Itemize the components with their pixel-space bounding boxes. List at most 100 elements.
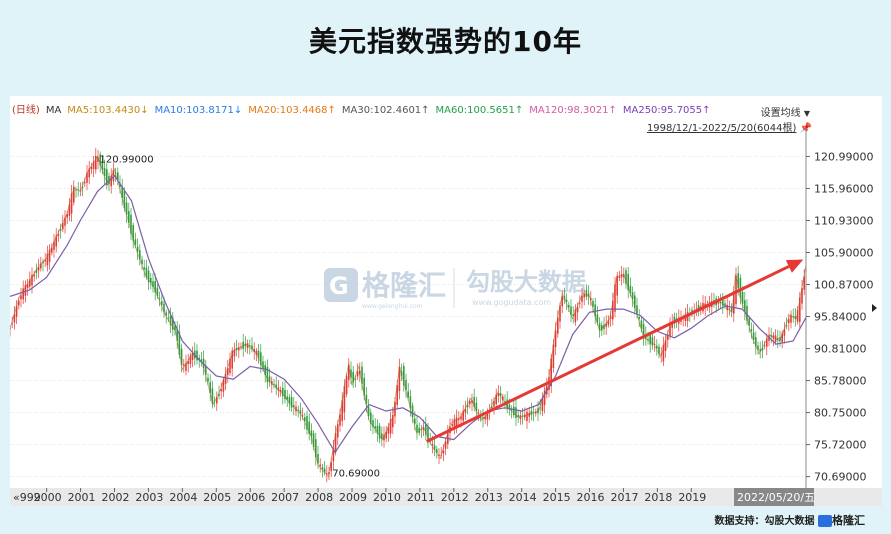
candle-body [301, 415, 304, 417]
candle-body [95, 156, 97, 170]
candle-body [29, 279, 31, 287]
candle-body [341, 400, 343, 421]
candle-body [33, 274, 35, 277]
candle-body [539, 407, 541, 409]
ma-settings-dropdown[interactable]: 设置均线 ▼ [761, 104, 810, 119]
candle-body [658, 346, 660, 355]
candle-body [257, 350, 260, 359]
candle-body [376, 425, 379, 434]
candle-body [304, 417, 306, 422]
candle-body [581, 295, 583, 302]
candle-body [174, 325, 176, 331]
price-chart[interactable]: G 格隆汇 www.gelonghui.com 勾股大数据 www.goguda… [10, 96, 882, 506]
candle-body [222, 379, 225, 392]
candle-body [411, 405, 414, 418]
candle-body [277, 387, 280, 391]
watermark: G 格隆汇 www.gelonghui.com 勾股大数据 www.goguda… [324, 268, 586, 310]
candle-body [378, 425, 381, 439]
chart-panel: (日线) MA MA5:103.4430↓ MA10:103.8171↓ MA20:10… [10, 96, 882, 506]
candle-body [620, 274, 623, 278]
candle-body [499, 392, 502, 396]
x-tick-label: 2013 [475, 491, 503, 504]
candle-body [755, 337, 757, 347]
candle-body [339, 414, 341, 426]
candle-body [13, 314, 16, 323]
x-tick-label: 2014 [509, 491, 537, 504]
candle-body [97, 156, 99, 162]
x-cursor-box [734, 488, 814, 506]
candle-body [70, 193, 73, 214]
candle-body [75, 189, 77, 191]
candle-body [365, 394, 368, 405]
candle-body [515, 407, 517, 419]
candle-body [216, 397, 218, 404]
candle-body [57, 234, 60, 237]
candle-body [541, 397, 544, 412]
x-tick-label: 2002 [102, 491, 130, 504]
candle-body [662, 344, 665, 362]
candle-body [128, 210, 130, 223]
candle-body [422, 427, 425, 431]
candle-body [356, 370, 359, 377]
y-tick-label: 85.78000 [814, 375, 867, 388]
candle-body [436, 449, 438, 454]
candle-body [649, 335, 651, 345]
candle-body [42, 261, 44, 264]
ma-period-label[interactable]: (日线) [12, 105, 40, 116]
candle-body [165, 312, 167, 316]
ma-label: MA [45, 105, 62, 116]
ma120-value: MA120:98.3021↑ [529, 105, 617, 116]
candle-body [227, 367, 229, 376]
candle-body [345, 375, 348, 395]
candle-body [510, 409, 513, 411]
candle-body [141, 259, 143, 265]
candle-body [469, 400, 471, 405]
candle-body [594, 304, 596, 317]
candle-body [343, 386, 346, 413]
candle-body [757, 345, 759, 350]
candle-body [205, 365, 207, 375]
y-tick-label: 105.90000 [814, 246, 874, 259]
candle-body [200, 359, 203, 362]
candle-body [777, 337, 779, 340]
candle-body [728, 308, 731, 310]
annotations: 120.99000 70.69000 [100, 154, 804, 480]
candle-body [420, 429, 423, 430]
x-tick-label: 2003 [135, 491, 163, 504]
candle-body [612, 300, 614, 320]
candle-body [526, 411, 528, 421]
candle-body [55, 235, 57, 247]
candle-body [601, 325, 603, 331]
candle-body [748, 318, 750, 326]
candle-body [431, 444, 434, 446]
candle-body [381, 433, 383, 440]
candle-body [251, 345, 253, 350]
y-tick-label: 80.75000 [814, 407, 867, 420]
trend-arrow-head-icon [785, 259, 804, 273]
candle-body [18, 300, 20, 306]
footer-logo-icon [818, 515, 832, 527]
candle-body [123, 191, 126, 209]
candle-body [629, 285, 632, 294]
watermark-logo-letter: G [329, 272, 349, 300]
candle-body [246, 343, 249, 349]
y-tick-label: 120.99000 [814, 150, 874, 163]
candle-body [466, 404, 469, 408]
candle-body [387, 426, 390, 434]
ma-legend-bar: (日线) MA MA5:103.4430↓ MA10:103.8171↓ MA20:10… [12, 101, 717, 116]
candle-body [455, 417, 458, 427]
candle-body [136, 246, 139, 252]
candle-body [290, 397, 293, 408]
candle-body [792, 316, 794, 318]
candle-body [139, 250, 141, 260]
candle-body [321, 467, 324, 470]
candle-body [427, 427, 429, 441]
scroll-handle-icon[interactable] [872, 304, 877, 312]
candle-body [473, 396, 475, 407]
x-tick-label: 2009 [339, 491, 367, 504]
candle-body [636, 305, 638, 314]
candle-body [517, 415, 519, 417]
candle-body [664, 340, 667, 351]
candle-body [121, 186, 123, 199]
candle-body [495, 394, 497, 405]
